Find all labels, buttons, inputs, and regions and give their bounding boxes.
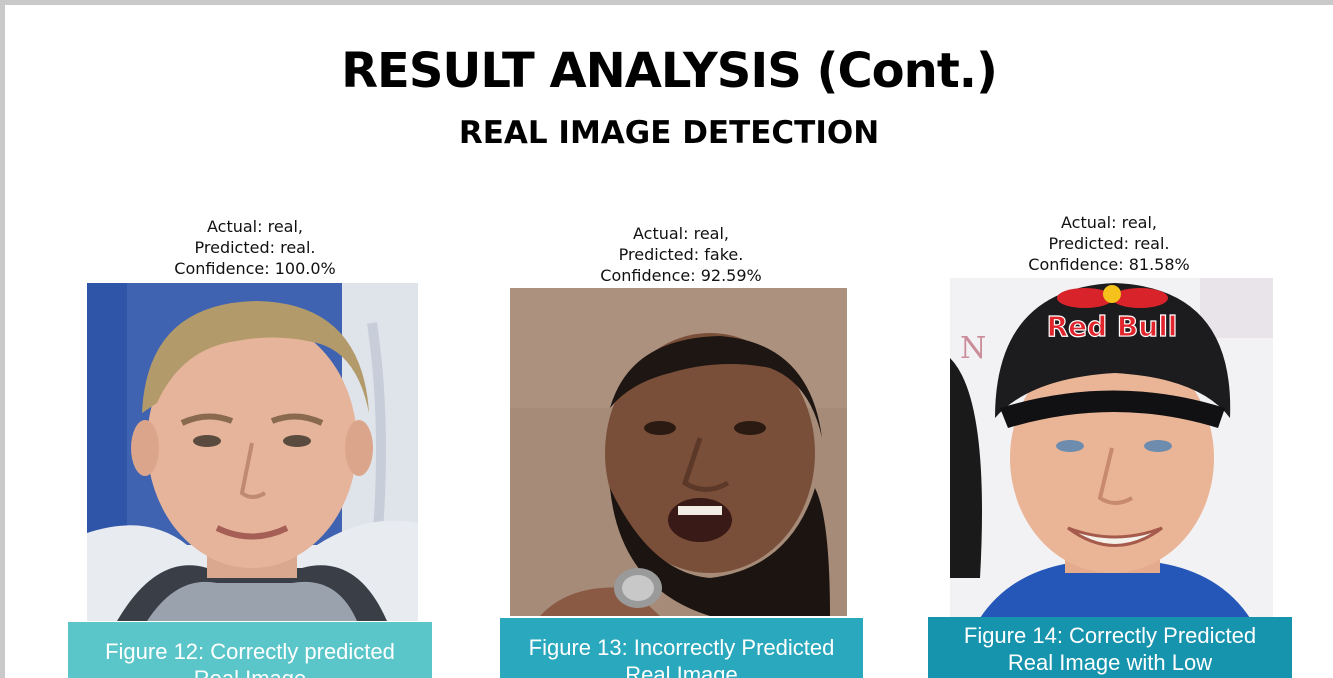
predicted-label: Predicted: fake. xyxy=(618,245,744,264)
confidence-label: Confidence: 81.58% xyxy=(1028,255,1190,274)
prediction-text-12: Actual: real, Predicted: real. Confidenc… xyxy=(155,216,355,279)
predicted-label: Predicted: real. xyxy=(194,238,316,257)
face-photo-14: N Red Bull xyxy=(950,278,1273,618)
actual-label: Actual: real, xyxy=(632,224,729,243)
actual-label: Actual: real, xyxy=(1060,213,1157,232)
slide: RESULT ANALYSIS (Cont.) REAL IMAGE DETEC… xyxy=(5,5,1333,678)
figure-caption-13: Figure 13: Incorrectly Predicted Real Im… xyxy=(500,618,863,678)
caption-line-1: Figure 14: Correctly Predicted xyxy=(963,623,1257,648)
caption-line-2: Real Image xyxy=(68,665,432,678)
predicted-label: Predicted: real. xyxy=(1048,234,1170,253)
slide-title: RESULT ANALYSIS (Cont.) xyxy=(341,43,998,99)
caption-line-1: Figure 13: Incorrectly Predicted xyxy=(528,635,835,660)
confidence-label: Confidence: 92.59% xyxy=(600,266,762,285)
caption-line-1: Figure 12: Correctly predicted xyxy=(105,639,395,664)
caption-line-2: Real Image xyxy=(625,662,738,678)
caption-line-2: Real Image with Low xyxy=(1007,650,1213,675)
actual-label: Actual: real, xyxy=(206,217,303,236)
face-photo-12 xyxy=(87,283,418,621)
figure-caption-14: Figure 14: Correctly Predicted Real Imag… xyxy=(928,617,1292,678)
face-photo-13 xyxy=(510,288,847,616)
confidence-label: Confidence: 100.0% xyxy=(174,259,336,278)
slide-subtitle: REAL IMAGE DETECTION xyxy=(458,115,880,151)
red-bull-logo: Red Bull xyxy=(1047,310,1178,343)
prediction-text-14: Actual: real, Predicted: real. Confidenc… xyxy=(1009,212,1209,275)
prediction-text-13: Actual: real, Predicted: fake. Confidenc… xyxy=(581,223,781,286)
figure-caption-12: Figure 12: Correctly predicted Real Imag… xyxy=(68,622,432,678)
svg-text:N: N xyxy=(960,331,986,366)
